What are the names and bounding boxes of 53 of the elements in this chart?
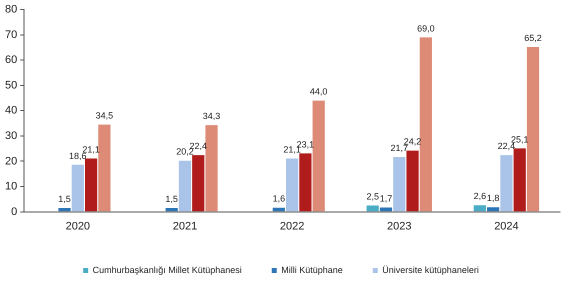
bar <box>299 153 312 212</box>
legend-label: Üniversite kütüphaneleri <box>382 264 479 275</box>
data-label: 22,4 <box>498 141 516 152</box>
bar <box>380 208 392 212</box>
bar <box>500 155 513 212</box>
bar <box>178 160 192 212</box>
bar <box>192 155 204 212</box>
bar <box>286 158 298 212</box>
data-label: 1,8 <box>486 193 500 204</box>
y-tick-label: 80 <box>4 4 18 16</box>
data-label: 34,5 <box>96 110 114 121</box>
data-label: 69,0 <box>417 23 435 34</box>
bar <box>406 150 419 212</box>
y-tick-label: 10 <box>4 180 18 193</box>
data-label: 1,6 <box>272 194 286 204</box>
bar <box>420 37 432 212</box>
bar <box>205 125 218 212</box>
data-label: 1,5 <box>165 194 178 204</box>
y-tick-label: 40 <box>4 104 18 117</box>
legend-label: Milli Kütüphane <box>281 264 343 275</box>
data-label: 65,2 <box>524 32 542 43</box>
data-label: 20,2 <box>176 146 194 157</box>
x-tick-label: 2024 <box>494 220 519 232</box>
bar <box>366 205 379 212</box>
data-label: 2,6 <box>474 191 486 202</box>
bar <box>166 208 178 212</box>
bar <box>272 208 285 212</box>
data-label: 1,7 <box>380 193 392 204</box>
bar <box>526 47 540 212</box>
bar <box>98 124 110 212</box>
x-tick-label: 2023 <box>387 220 412 232</box>
bar <box>84 158 98 212</box>
y-tick-label: 50 <box>4 79 18 92</box>
bar <box>312 100 325 212</box>
y-tick-label: 30 <box>4 130 18 142</box>
y-tick-label: 60 <box>4 54 18 66</box>
data-label: 2,5 <box>366 191 379 202</box>
y-tick-label: 0 <box>11 206 18 218</box>
x-tick-label: 2021 <box>172 220 198 232</box>
bar <box>487 207 500 212</box>
legend-label: Cumhurbaşkanlığı Millet Kütüphanesi <box>92 264 242 275</box>
bar <box>58 208 71 212</box>
y-tick-label: 70 <box>4 28 18 41</box>
x-tick-label: 2020 <box>66 220 90 232</box>
data-label: 1,5 <box>58 194 71 204</box>
bar <box>72 164 84 212</box>
y-tick-label: 20 <box>4 155 18 168</box>
data-label: 34,3 <box>202 111 220 122</box>
x-tick-label: 2022 <box>280 220 304 232</box>
bar <box>514 148 526 212</box>
data-label: 44,0 <box>310 86 328 97</box>
bar <box>474 205 486 212</box>
bar <box>393 156 406 212</box>
